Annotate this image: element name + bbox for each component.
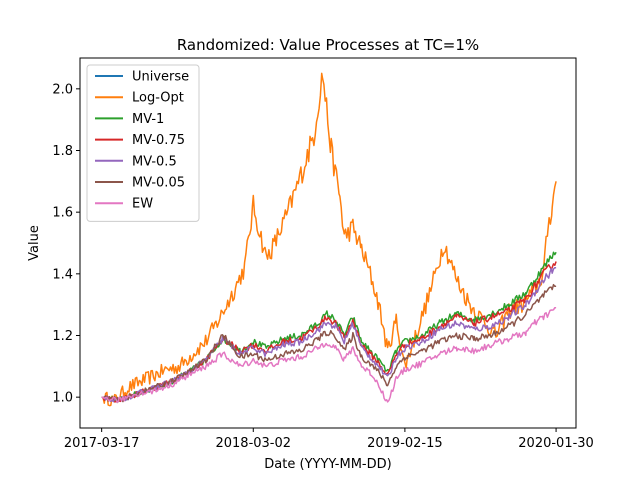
x-axis: 2017-03-17 2018-03-02 2019-02-15 2020-01-30 <box>64 428 594 451</box>
legend-label: MV-0.05 <box>132 176 185 191</box>
x-tick-label: 2017-03-17 <box>64 436 140 451</box>
y-tick-label: 1.6 <box>52 206 73 221</box>
y-tick-label: 2.0 <box>52 82 73 97</box>
y-tick-label: 1.2 <box>52 329 73 344</box>
legend-label: MV-1 <box>132 112 164 127</box>
series-line-mv-0-5 <box>101 266 557 403</box>
y-tick-label: 1.0 <box>52 391 73 406</box>
y-tick-label: 1.4 <box>52 267 73 282</box>
legend-label: EW <box>132 197 153 212</box>
series-line-log-opt <box>101 72 557 407</box>
series-line-mv-0-05 <box>101 283 557 403</box>
y-axis-label: Value <box>27 225 42 261</box>
y-axis: 1.0 1.2 1.4 1.6 1.8 2.0 <box>52 82 80 406</box>
y-tick-label: 1.8 <box>52 144 73 159</box>
series-line-ew <box>101 306 557 404</box>
legend-label: MV-0.75 <box>132 133 185 148</box>
legend-label: Universe <box>132 70 189 85</box>
x-tick-label: 2018-03-02 <box>215 436 291 451</box>
plot-frame <box>79 57 577 429</box>
legend-label: MV-0.5 <box>132 154 177 169</box>
legend-label: Log-Opt <box>132 91 184 106</box>
plot-area <box>101 72 557 407</box>
x-tick-label: 2020-01-30 <box>518 436 594 451</box>
x-tick-label: 2019-02-15 <box>367 436 443 451</box>
x-axis-label: Date (YYYY-MM-DD) <box>264 457 391 472</box>
legend: Universe Log-Opt MV-1 MV-0.75 MV-0.5 MV-0.05 E… <box>86 64 200 222</box>
chart-title: Randomized: Value Processes at TC=1% <box>177 36 479 54</box>
